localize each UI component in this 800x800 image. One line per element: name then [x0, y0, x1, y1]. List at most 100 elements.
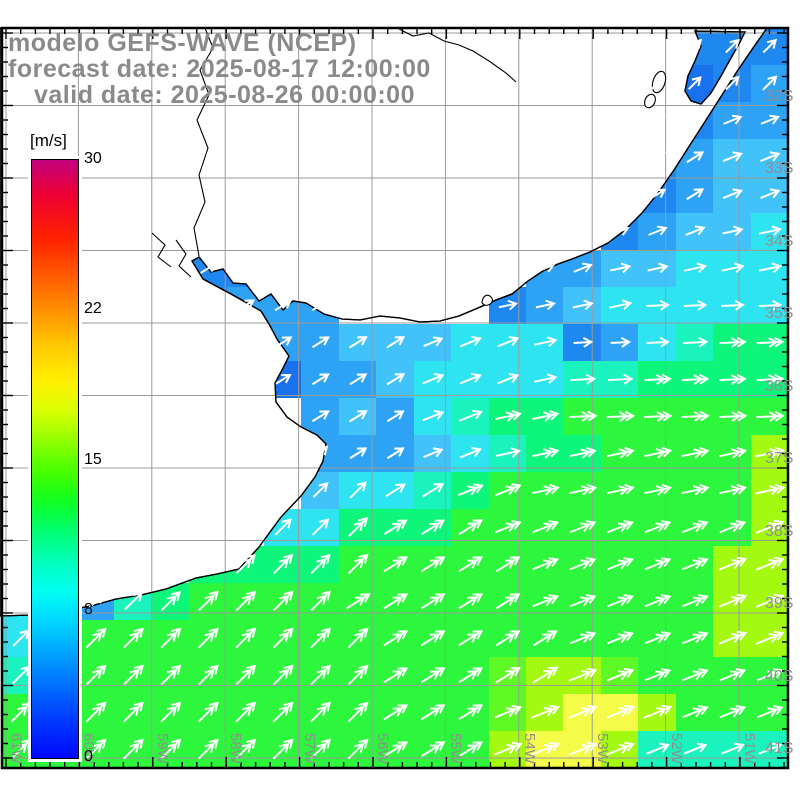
wind-arrow [123, 738, 144, 760]
wind-arrow [682, 336, 709, 348]
wind-arrow [683, 742, 708, 755]
wind-arrow [311, 299, 330, 312]
wind-arrow [88, 593, 104, 609]
wind-arrow [610, 262, 632, 274]
wind-arrow [386, 410, 405, 423]
wind-arrow [758, 742, 783, 755]
wind-arrow [573, 337, 594, 348]
wind-arrow [609, 299, 633, 310]
wind-arrow [386, 447, 405, 460]
wind-arrow [198, 590, 219, 612]
lat-label: 36S [765, 378, 794, 395]
wind-arrow [272, 701, 294, 723]
lon-label: 53W [594, 733, 611, 764]
wind-arrow [606, 483, 635, 496]
wind-arrow [681, 557, 709, 571]
wind-arrow [683, 262, 708, 273]
wind-arrow [10, 701, 32, 723]
wind-arrow [312, 482, 329, 498]
wind-arrow [11, 665, 31, 685]
wind-arrow [644, 594, 672, 608]
wind-arrow [644, 520, 672, 534]
wind-arrow [573, 262, 593, 273]
wind-arrow [569, 483, 598, 496]
wind-arrow [123, 627, 144, 649]
lon-label: 56W [374, 733, 391, 764]
wind-arrow [531, 483, 560, 496]
wind-arrow [495, 630, 521, 647]
wind-arrow [535, 299, 556, 311]
wind-arrow [311, 336, 330, 349]
wind-arrow [198, 701, 219, 723]
wind-arrow [347, 664, 369, 686]
wind-arrow [568, 741, 598, 756]
colorbar-tick-label: 22 [84, 300, 102, 317]
wind-arrow [718, 410, 748, 422]
wind-arrow [755, 446, 786, 459]
wind-arrow [722, 188, 743, 199]
wind-arrow [606, 667, 635, 682]
wind-arrow [198, 664, 219, 686]
wind-arrow [646, 336, 670, 348]
wind-arrow [760, 151, 781, 162]
wind-arrow [645, 742, 670, 755]
wind-arrow [274, 336, 293, 349]
colorbar-tick-label: 15 [84, 451, 102, 468]
wind-arrow [160, 627, 182, 649]
wind-arrow [311, 373, 330, 386]
lat-label: 33S [765, 160, 794, 177]
wind-arrow [760, 188, 781, 199]
map-border [0, 26, 790, 770]
wind-arrow [235, 590, 257, 612]
wind-arrow [569, 410, 598, 422]
wind-arrow [681, 483, 710, 496]
wind-arrow [756, 336, 785, 348]
wind-arrow [347, 738, 369, 760]
wind-arrow [718, 630, 748, 645]
wind-arrow [235, 664, 257, 686]
wind-arrow [532, 410, 560, 422]
wind-arrow [348, 516, 369, 538]
wind-arrow [644, 631, 672, 645]
wind-arrow [457, 483, 484, 497]
wind-arrow [85, 664, 107, 686]
wind-arrow [349, 373, 368, 386]
wind-arrow [420, 667, 446, 684]
wind-arrow [420, 630, 446, 647]
wind-arrow [235, 627, 257, 649]
wind-arrow [494, 704, 523, 719]
wind-arrow [606, 410, 636, 422]
wind-arrow [274, 518, 292, 536]
wind-arrow [458, 556, 483, 573]
wind-arrow [420, 593, 446, 610]
wind-arrow [722, 151, 743, 162]
wind-arrow [272, 627, 294, 649]
wind-arrow [200, 262, 218, 274]
wind-arrow [644, 446, 673, 459]
wind-arrow [611, 188, 629, 200]
wind-arrow [422, 483, 445, 498]
wind-arrow [458, 630, 483, 647]
wind-arrow [569, 520, 597, 534]
wind-arrow [607, 631, 634, 645]
wind-arrow [569, 594, 597, 608]
wind-arrow [681, 373, 710, 385]
wind-arrow [458, 519, 483, 536]
wind-arrow [681, 631, 709, 645]
wind-arrow [347, 553, 369, 575]
wind-arrow [200, 336, 218, 348]
wind-arrow [459, 373, 482, 385]
wind-arrow [721, 299, 745, 311]
wind-arrow [683, 299, 708, 311]
wind-arrow [385, 483, 406, 497]
wind-arrow [494, 410, 522, 422]
colorbar-tick-label: 0 [84, 748, 93, 765]
wind-arrow [383, 704, 409, 721]
wind-arrow [718, 483, 748, 496]
wind-arrow [569, 447, 597, 459]
wind-arrow [494, 520, 522, 534]
wind-arrow [568, 667, 598, 682]
wind-arrow [606, 741, 635, 756]
wind-arrow [649, 114, 666, 126]
